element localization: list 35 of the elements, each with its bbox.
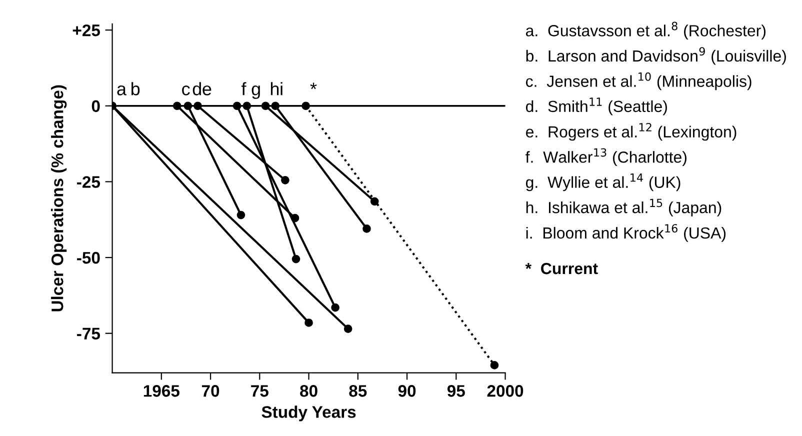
x-tick-label: 80 (300, 385, 318, 397)
text: i. Bloom and Krock$^{16}$ (USA) (526, 224, 726, 242)
x-tick-label: 85 (349, 385, 367, 397)
x-tick-label: 95 (447, 385, 465, 397)
y-axis-title: Ulcer Operations (% change) (51, 85, 67, 312)
text: d. Smith$^{11}$ (Seattle) (526, 98, 667, 116)
x-tick-label: 2000 (487, 385, 524, 397)
series-label: e (202, 85, 212, 96)
y-tick-label: -25 (77, 176, 100, 188)
y-tick-label: 0 (92, 100, 100, 112)
series-label: a (117, 85, 126, 96)
text: g. Wyllie et al.$^{14}$ (UK) (526, 174, 680, 192)
y-tick-label: -75 (77, 328, 100, 340)
text: f. Walker$^{13}$ (Charlotte) (526, 148, 686, 166)
text: c. Jensen et al.$^{10}$ (Minneapolis) (526, 72, 752, 90)
series-label: h (270, 82, 279, 96)
x-tick-label: 70 (202, 385, 220, 397)
series-label: f (241, 82, 246, 96)
series-label: * (310, 82, 317, 90)
x-tick-label: 1965 (144, 385, 180, 397)
y-tick-label: +25 (72, 24, 100, 36)
series-label: d (192, 82, 201, 96)
text: * Current (525, 262, 598, 274)
x-tick-label: 75 (251, 385, 268, 397)
y-tick-label: -50 (77, 252, 100, 264)
series-label: g (252, 85, 260, 99)
x-tick-label: 90 (398, 385, 416, 397)
text: h. Ishikawa et al.$^{15}$ (Japan) (526, 198, 722, 216)
series-label: i (280, 82, 282, 96)
series-label: c (182, 85, 190, 96)
text: b. Larson and Davidson$^{9}$ (Louisville) (526, 47, 786, 65)
series-label: b (132, 82, 140, 96)
x-axis-title: Study Years (262, 406, 356, 422)
text: e. Rogers et al.$^{12}$ (Lexington) (526, 122, 736, 141)
text: a. Gustavsson et al.$^{8}$ (Rochester) (526, 22, 766, 40)
